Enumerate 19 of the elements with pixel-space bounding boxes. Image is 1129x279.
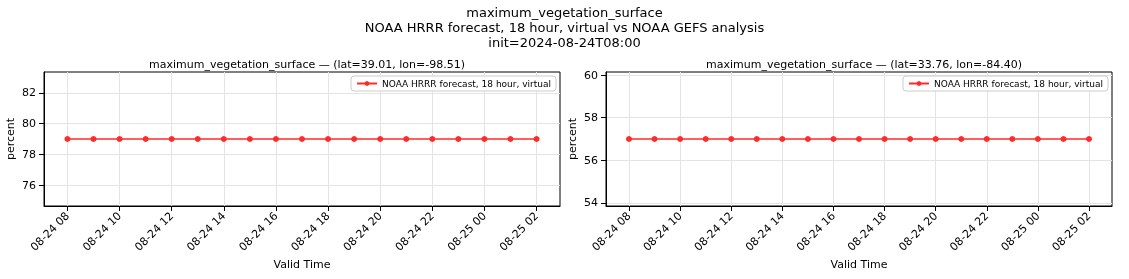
y-tick-label: 78 [22,147,36,161]
legend-label: NOAA HRRR forecast, 18 hour, virtual [381,78,551,89]
y-tick-label: 54 [584,196,598,210]
y-axis-title: percent [4,117,17,161]
legend-label: NOAA HRRR forecast, 18 hour, virtual [933,78,1103,89]
y-tick-label: 80 [22,117,36,131]
y-axis-title: percent [566,117,579,161]
y-tick-label: 82 [22,86,36,100]
y-tick-label: 60 [584,68,598,82]
x-axis-title: Valid Time [273,258,331,271]
y-tick-label: 58 [584,111,598,125]
y-tick-label: 76 [22,178,36,192]
y-tick-label: 56 [584,153,598,167]
text: maximum_vegetation_surface [465,5,664,20]
x-axis-title: Valid Time [830,258,888,271]
text: init=2024-08-24T08:00 [487,35,642,50]
chart-title: maximum_vegetation_surface — (lat=33.76, lon=-84.40) [705,58,1023,71]
chart-title: maximum_vegetation_surface — (lat=39.01, lon=-98.51) [148,58,466,71]
text: NOAA HRRR forecast, 18 hour, virtual vs NOAA GEFS analysis [363,20,766,35]
